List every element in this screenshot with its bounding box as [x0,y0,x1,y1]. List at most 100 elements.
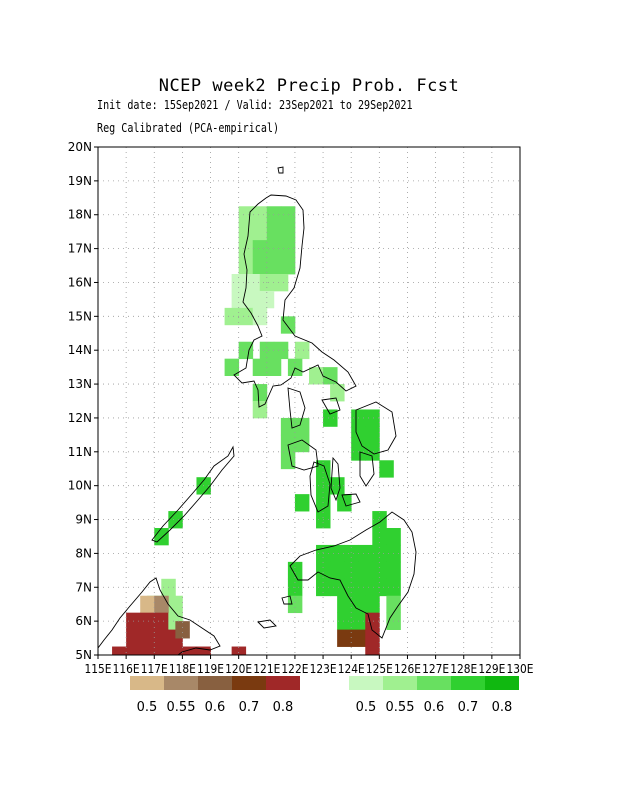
legend-label: 0.8 [492,700,513,715]
probability-cell [365,612,380,630]
probability-cell [337,595,352,614]
init-valid-date-label: Init date: 15Sep2021 / Valid: 23Sep2021 … [97,98,413,112]
probability-cell [154,595,169,614]
probability-cell [154,528,169,546]
lat-tick-label: 10N [68,479,92,493]
map-frame [97,146,521,656]
probability-cell [294,434,310,453]
legend-label: 0.55 [386,700,415,715]
probability-cell [238,307,254,326]
probability-cell [372,528,387,546]
probability-cell [330,561,345,580]
lon-tick-label: 117E [141,662,168,676]
probability-cell [266,257,282,275]
coastlines [98,166,417,655]
coastline-leyte [359,451,375,487]
legend-swatch [417,676,451,690]
probability-cell [280,434,296,453]
legend-swatch [349,676,383,690]
lat-tick-label: 6N [75,614,92,628]
legend-swatch [130,676,164,690]
probability-cell [358,561,373,580]
probability-cell [365,595,380,614]
lon-tick-label: 116E [113,662,140,676]
probability-cell [252,223,268,241]
probability-cell [266,240,282,258]
probability-cell [337,629,352,647]
lon-tick-label: 126E [394,662,421,676]
legend-swatch [232,676,266,690]
lon-tick-label: 123E [310,662,337,676]
coastline-batanes [277,166,284,174]
lat-tick-label: 16N [68,275,92,289]
lat-tick-label: 14N [68,343,92,357]
probability-cell [287,561,303,580]
coastline-cebu [330,456,341,502]
probability-cells [112,206,401,655]
probability-cell [365,426,380,444]
coastline-borneo [98,577,221,655]
lon-tick-label: 129E [478,662,505,676]
coastline-basilan [281,595,293,605]
probability-cell [154,629,169,647]
probability-cell [112,646,127,655]
lon-tick-label: 125E [366,662,393,676]
probability-cell [358,578,373,597]
probability-cell [365,443,380,461]
legend-swatch [383,676,417,690]
probability-cell [126,646,141,655]
probability-cell [273,274,289,292]
probability-cell [238,341,254,360]
probability-cell [294,494,310,512]
probability-cell [379,460,394,478]
probability-cell [140,629,155,647]
legend-label: 0.5 [356,700,377,715]
probability-cell [316,561,331,580]
lon-tick-label: 119E [197,662,224,676]
latitude-tick-labels: 5N 6N 7N 8N 9N 10N 11N 12N 13N 14N 15N 16N 17N 18N 19N… [68,140,98,662]
probability-cell [238,223,254,241]
lat-tick-label: 8N [75,546,92,560]
probability-cell [168,511,183,529]
coastline-bohol [341,493,361,507]
lat-tick-label: 13N [68,377,92,391]
probability-cell [182,646,197,655]
coastline-mindoro [287,387,306,429]
lat-tick-label: 15N [68,309,92,323]
legend-swatch [266,676,300,690]
dry-probability-legend: 0.5 0.55 0.6 0.7 0.8 [130,676,300,715]
probability-cell [351,629,366,647]
probability-cell [294,341,310,360]
coastline-masbate [321,397,341,415]
coastline-luzon [233,194,357,408]
legend-label: 0.55 [167,700,196,715]
map-gridlines [98,147,520,655]
calibration-method-label: Reg Calibrated (PCA-empirical) [97,121,280,135]
lon-tick-label: 127E [422,662,449,676]
legend-swatch [451,676,485,690]
legend-label: 0.6 [424,700,445,715]
probability-cell [238,240,254,258]
probability-cell [294,417,310,436]
probability-cell [252,401,268,419]
probability-cell [372,561,387,580]
probability-cell [372,511,387,529]
probability-cell [196,646,211,655]
legend-label: 0.7 [458,700,479,715]
legend-swatch [485,676,519,690]
probability-cell [140,595,155,614]
legend-label: 0.5 [137,700,158,715]
lat-tick-label: 17N [68,242,92,256]
probability-cell [154,612,169,630]
lat-tick-label: 5N [75,648,92,662]
probability-cell [386,561,401,580]
probability-cell [259,290,275,309]
coastline-panay [287,439,319,471]
probability-cell [344,561,359,580]
probability-cell [245,274,261,292]
probability-cell [252,307,268,326]
probability-cell [280,417,296,436]
map-title: NCEP week2 Precip Prob. Fcst [158,76,460,96]
probability-cell [252,240,268,258]
lon-tick-label: 118E [169,662,196,676]
